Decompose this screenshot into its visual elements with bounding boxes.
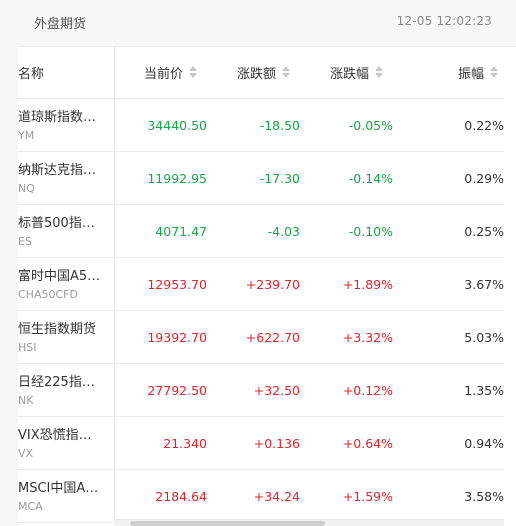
instrument-code: ES bbox=[18, 234, 32, 248]
price-change: +34.24 bbox=[207, 469, 300, 523]
sort-arrows-icon[interactable] bbox=[373, 65, 385, 79]
price-change-percent: -0.05% bbox=[300, 98, 393, 152]
instrument-name-cell[interactable]: MSCI中国A50期货 MCA bbox=[18, 469, 115, 523]
sort-arrows-icon[interactable] bbox=[187, 65, 199, 79]
instrument-name-cell[interactable]: 日经225指数期货 NK bbox=[18, 363, 115, 417]
quotes-table-body: 道琼斯指数期货 YM 34440.50 -18.50 -0.05% 0.22% … bbox=[18, 98, 504, 523]
column-header-change[interactable]: 涨跌额 bbox=[207, 46, 300, 99]
amplitude: 3.67% bbox=[393, 257, 504, 311]
table-row[interactable]: VIX恐慌指数期货 VX 21.340 +0.136 +0.64% 0.94% bbox=[18, 416, 504, 470]
column-header-change-pct-label: 涨跌幅 bbox=[329, 66, 369, 82]
instrument-name-cell[interactable]: 道琼斯指数期货 YM bbox=[18, 98, 115, 152]
current-price: 21.340 bbox=[114, 416, 207, 470]
panel-header: 外盘期货 12-05 12:02:23 bbox=[18, 0, 516, 47]
table-row[interactable]: 道琼斯指数期货 YM 34440.50 -18.50 -0.05% 0.22% bbox=[18, 98, 504, 152]
amplitude: 3.58% bbox=[393, 469, 504, 523]
instrument-code: YM bbox=[18, 128, 35, 142]
price-change-percent: -0.14% bbox=[300, 151, 393, 205]
price-change-percent: +0.64% bbox=[300, 416, 393, 470]
scrollbar-thumb[interactable] bbox=[130, 521, 325, 526]
instrument-name[interactable]: 道琼斯指数期货 bbox=[18, 109, 104, 125]
instrument-name[interactable]: 恒生指数期货 bbox=[18, 321, 97, 337]
current-price: 2184.64 bbox=[114, 469, 207, 523]
table-row[interactable]: 日经225指数期货 NK 27792.50 +32.50 +0.12% 1.35… bbox=[18, 363, 504, 417]
instrument-name[interactable]: 纳斯达克指数期货 bbox=[18, 162, 104, 178]
price-change: +239.70 bbox=[207, 257, 300, 311]
quotes-table: 名称 当前价 涨跌额 涨跌幅 振幅 道琼斯指数期货 bbox=[18, 46, 504, 523]
column-header-name: 名称 bbox=[18, 46, 115, 99]
instrument-name-cell[interactable]: 富时中国A50期货 CHA50CFD bbox=[18, 257, 115, 311]
table-row[interactable]: 恒生指数期货 HSI 19392.70 +622.70 +3.32% 5.03% bbox=[18, 310, 504, 364]
current-price: 27792.50 bbox=[114, 363, 207, 417]
column-header-amplitude-label: 振幅 bbox=[457, 66, 484, 82]
price-change: -17.30 bbox=[207, 151, 300, 205]
sort-arrows-icon[interactable] bbox=[488, 65, 500, 79]
table-header-row: 名称 当前价 涨跌额 涨跌幅 振幅 bbox=[18, 46, 504, 99]
instrument-name-cell[interactable]: 恒生指数期货 HSI bbox=[18, 310, 115, 364]
price-change-percent: +0.12% bbox=[300, 363, 393, 417]
price-change-percent: -0.10% bbox=[300, 204, 393, 258]
instrument-name-cell[interactable]: 标普500指数期货 ES bbox=[18, 204, 115, 258]
panel-title: 外盘期货 bbox=[34, 17, 87, 32]
horizontal-scrollbar[interactable] bbox=[114, 519, 504, 526]
table-row[interactable]: MSCI中国A50期货 MCA 2184.64 +34.24 +1.59% 3.… bbox=[18, 469, 504, 523]
instrument-name[interactable]: 日经225指数期货 bbox=[18, 374, 104, 390]
price-change-percent: +3.32% bbox=[300, 310, 393, 364]
instrument-name[interactable]: MSCI中国A50期货 bbox=[18, 480, 104, 496]
price-change-percent: +1.89% bbox=[300, 257, 393, 311]
current-price: 11992.95 bbox=[114, 151, 207, 205]
amplitude: 0.29% bbox=[393, 151, 504, 205]
instrument-code: NQ bbox=[18, 181, 35, 195]
price-change: -18.50 bbox=[207, 98, 300, 152]
instrument-name-cell[interactable]: VIX恐慌指数期货 VX bbox=[18, 416, 115, 470]
table-row[interactable]: 纳斯达克指数期货 NQ 11992.95 -17.30 -0.14% 0.29% bbox=[18, 151, 504, 205]
amplitude: 0.25% bbox=[393, 204, 504, 258]
table-row[interactable]: 富时中国A50期货 CHA50CFD 12953.70 +239.70 +1.8… bbox=[18, 257, 504, 311]
column-header-price-label: 当前价 bbox=[143, 66, 183, 82]
instrument-code: VX bbox=[18, 446, 34, 460]
amplitude: 0.22% bbox=[393, 98, 504, 152]
amplitude: 0.94% bbox=[393, 416, 504, 470]
price-change: +0.136 bbox=[207, 416, 300, 470]
current-price: 19392.70 bbox=[114, 310, 207, 364]
instrument-code: CHA50CFD bbox=[18, 287, 78, 301]
column-header-amplitude[interactable]: 振幅 bbox=[393, 46, 504, 99]
instrument-name-cell[interactable]: 纳斯达克指数期货 NQ bbox=[18, 151, 115, 205]
current-price: 4071.47 bbox=[114, 204, 207, 258]
column-header-price[interactable]: 当前价 bbox=[114, 46, 207, 99]
price-change: +32.50 bbox=[207, 363, 300, 417]
instrument-code: NK bbox=[18, 393, 34, 407]
price-change: +622.70 bbox=[207, 310, 300, 364]
price-change-percent: +1.59% bbox=[300, 469, 393, 523]
column-header-change-label: 涨跌额 bbox=[236, 66, 276, 82]
current-price: 12953.70 bbox=[114, 257, 207, 311]
price-change: -4.03 bbox=[207, 204, 300, 258]
current-price: 34440.50 bbox=[114, 98, 207, 152]
table-row[interactable]: 标普500指数期货 ES 4071.47 -4.03 -0.10% 0.25% bbox=[18, 204, 504, 258]
instrument-name[interactable]: VIX恐慌指数期货 bbox=[18, 427, 104, 443]
sort-arrows-icon[interactable] bbox=[280, 65, 292, 79]
amplitude: 1.35% bbox=[393, 363, 504, 417]
amplitude: 5.03% bbox=[393, 310, 504, 364]
column-header-change-pct[interactable]: 涨跌幅 bbox=[300, 46, 393, 99]
instrument-name[interactable]: 富时中国A50期货 bbox=[18, 268, 104, 284]
instrument-code: MCA bbox=[18, 499, 43, 513]
futures-panel: 外盘期货 12-05 12:02:23 名称 当前价 涨跌额 bbox=[18, 0, 516, 526]
instrument-name[interactable]: 标普500指数期货 bbox=[18, 215, 104, 231]
instrument-code: HSI bbox=[18, 340, 37, 354]
update-timestamp: 12-05 12:02:23 bbox=[396, 14, 492, 28]
